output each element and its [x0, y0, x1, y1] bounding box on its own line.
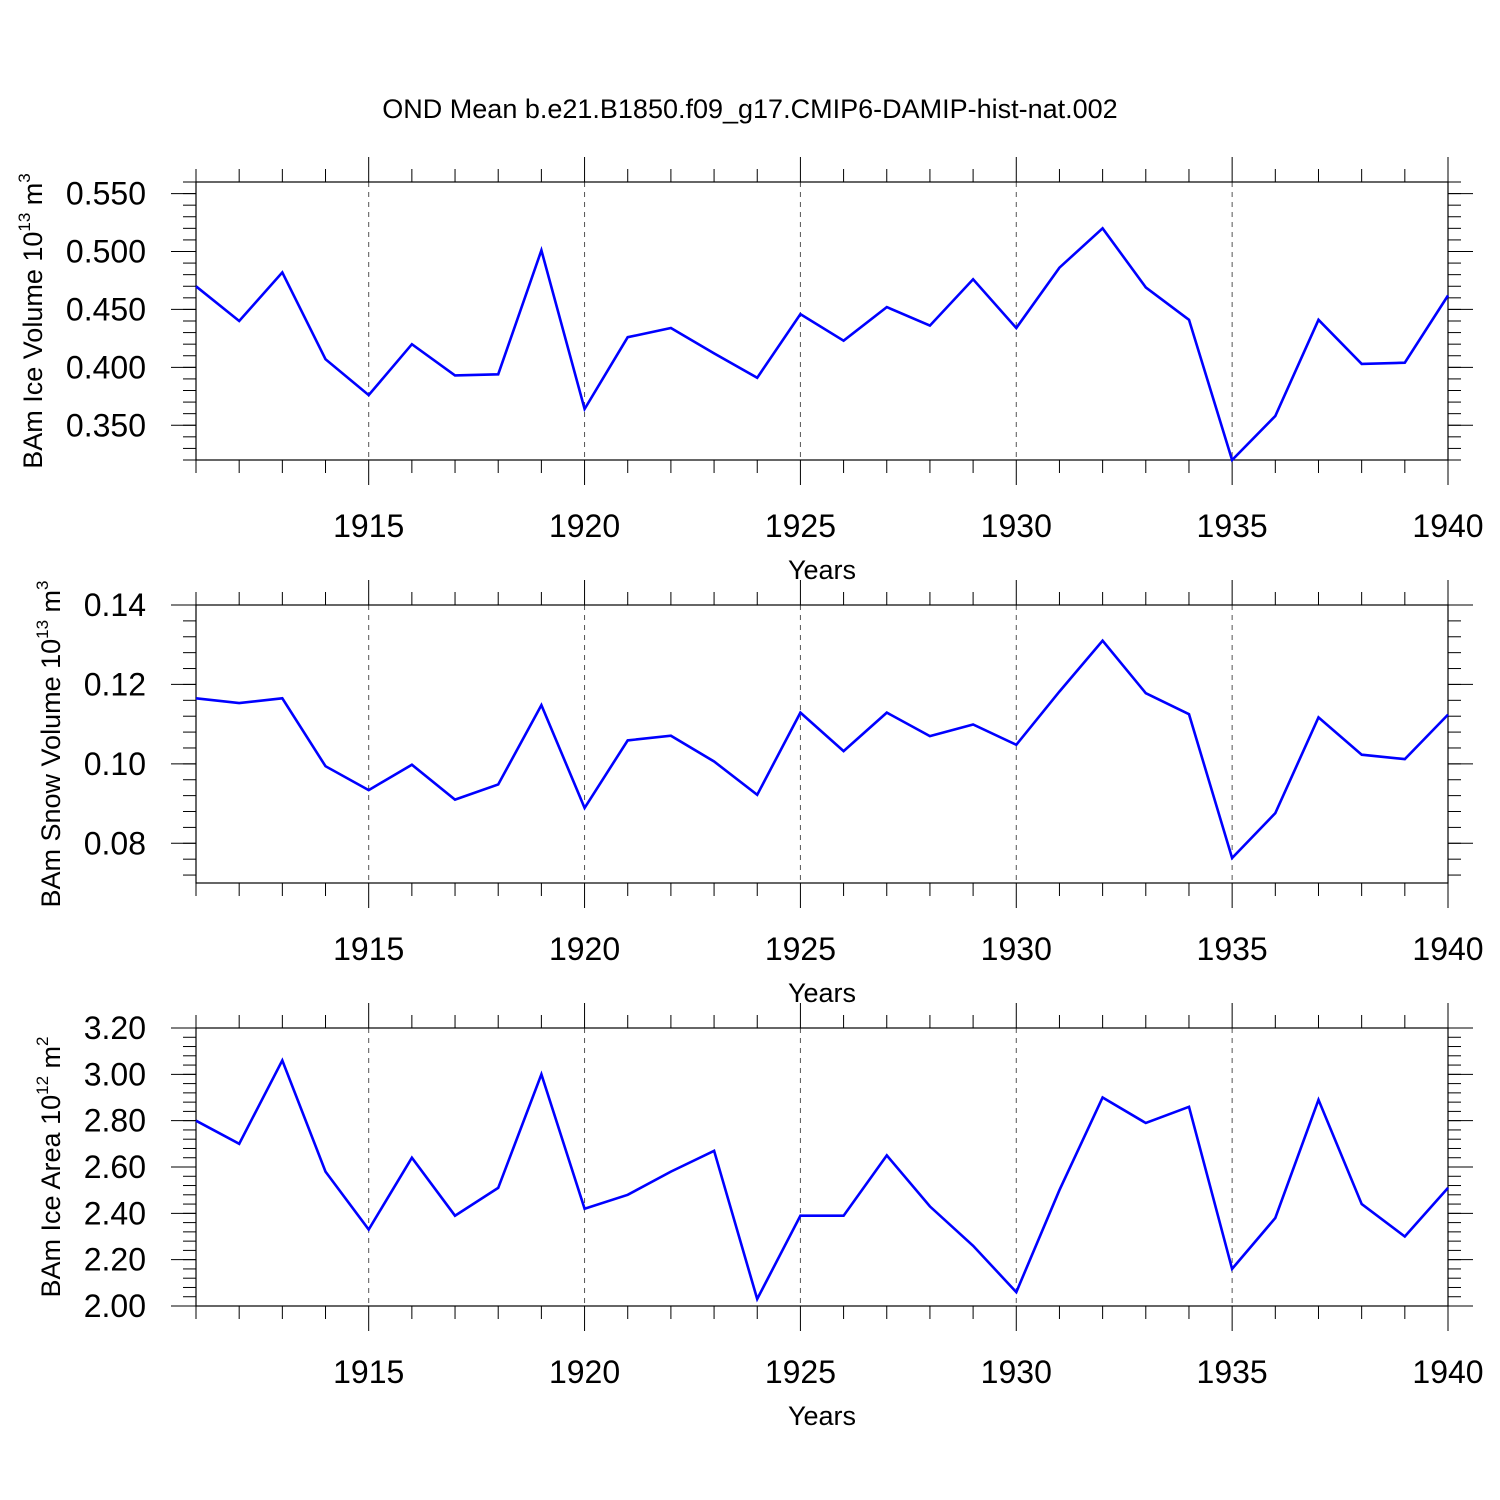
- panel-ice-area: 2.00 2.20 2.40 2.60 2.80 3.00 3.20 1915 1920 1925…: [33, 1003, 1484, 1431]
- y-tick-label: 0.10: [84, 746, 146, 782]
- y-axis-label: BAm Ice Area 1012 m2: [33, 1037, 66, 1298]
- y-tick-label: 0.12: [84, 666, 146, 702]
- series-line: [195, 1057, 1449, 1303]
- y-tick-label: 2.60: [84, 1149, 146, 1185]
- x-tick-label: 1925: [765, 508, 836, 544]
- x-tick-label: 1915: [333, 931, 404, 967]
- y-tick-label: 3.20: [84, 1010, 146, 1046]
- y-axis-label-part: BAm Ice Volume 10: [18, 232, 48, 469]
- series-line: [195, 226, 1450, 463]
- y-tick-label: 0.550: [66, 176, 146, 212]
- x-tick-label: 1930: [981, 931, 1052, 967]
- y-axis-label: BAm Snow Volume 1013 m3: [33, 580, 66, 907]
- panel-ice-volume: 0.350 0.400 0.450 0.500 0.550 1915 1920 1925 193…: [15, 157, 1484, 585]
- y-axis-label-part: m: [36, 1046, 66, 1076]
- x-axis-label: Years: [788, 978, 856, 1008]
- y-axis-label-part: BAm Snow Volume 10: [36, 639, 66, 908]
- panel-snow-volume: 0.08 0.10 0.12 0.14 1915 1920 1925 1930 1935 1940…: [33, 580, 1484, 1008]
- y-tick-label: 0.500: [66, 234, 146, 270]
- x-axis-label: Years: [788, 555, 856, 585]
- plot-frame: [195, 1027, 1449, 1307]
- y-tick-label: 2.80: [84, 1103, 146, 1139]
- y-axis-label-part: 3: [15, 173, 34, 182]
- x-tick-label: 1930: [981, 1354, 1052, 1390]
- y-axis-label: BAm Ice Volume 1013 m3: [15, 173, 48, 469]
- y-axis-label-part: 13: [33, 620, 52, 639]
- x-tick-label: 1915: [333, 508, 404, 544]
- x-tick-label: 1925: [765, 1354, 836, 1390]
- y-tick-label: 3.00: [84, 1056, 146, 1092]
- plot-frame: [195, 604, 1449, 884]
- y-tick-label: 0.400: [66, 349, 146, 385]
- x-tick-label: 1930: [981, 508, 1052, 544]
- chart-title: OND Mean b.e21.B1850.f09_g17.CMIP6-DAMIP…: [382, 94, 1117, 124]
- y-axis-label-part: m: [36, 590, 66, 620]
- y-axis-label-part: 13: [15, 213, 34, 232]
- y-axis-label-part: 12: [33, 1076, 52, 1095]
- y-axis-label-part: 2: [33, 1037, 52, 1046]
- y-axis-label-part: BAm Ice Area 10: [36, 1095, 66, 1298]
- y-tick-label: 2.40: [84, 1195, 146, 1231]
- x-tick-label: 1915: [333, 1354, 404, 1390]
- x-tick-label: 1940: [1412, 1354, 1483, 1390]
- y-axis-label-part: m: [18, 183, 48, 213]
- x-tick-label: 1920: [549, 508, 620, 544]
- series-line: [195, 638, 1449, 861]
- x-tick-label: 1920: [549, 931, 620, 967]
- x-tick-label: 1935: [1197, 931, 1268, 967]
- y-tick-label: 2.20: [84, 1242, 146, 1278]
- x-axis-label: Years: [788, 1401, 856, 1431]
- x-tick-label: 1925: [765, 931, 836, 967]
- y-tick-label: 0.14: [84, 587, 146, 623]
- x-tick-label: 1940: [1412, 508, 1483, 544]
- y-tick-label: 0.08: [84, 825, 146, 861]
- x-tick-label: 1935: [1197, 1354, 1268, 1390]
- x-tick-label: 1920: [549, 1354, 620, 1390]
- y-tick-label: 2.00: [84, 1288, 146, 1324]
- x-tick-label: 1940: [1412, 931, 1483, 967]
- y-tick-label: 0.350: [66, 407, 146, 443]
- plot-frame: [195, 181, 1449, 461]
- y-axis-label-part: 3: [33, 580, 52, 589]
- x-tick-label: 1935: [1197, 508, 1268, 544]
- y-tick-label: 0.450: [66, 291, 146, 327]
